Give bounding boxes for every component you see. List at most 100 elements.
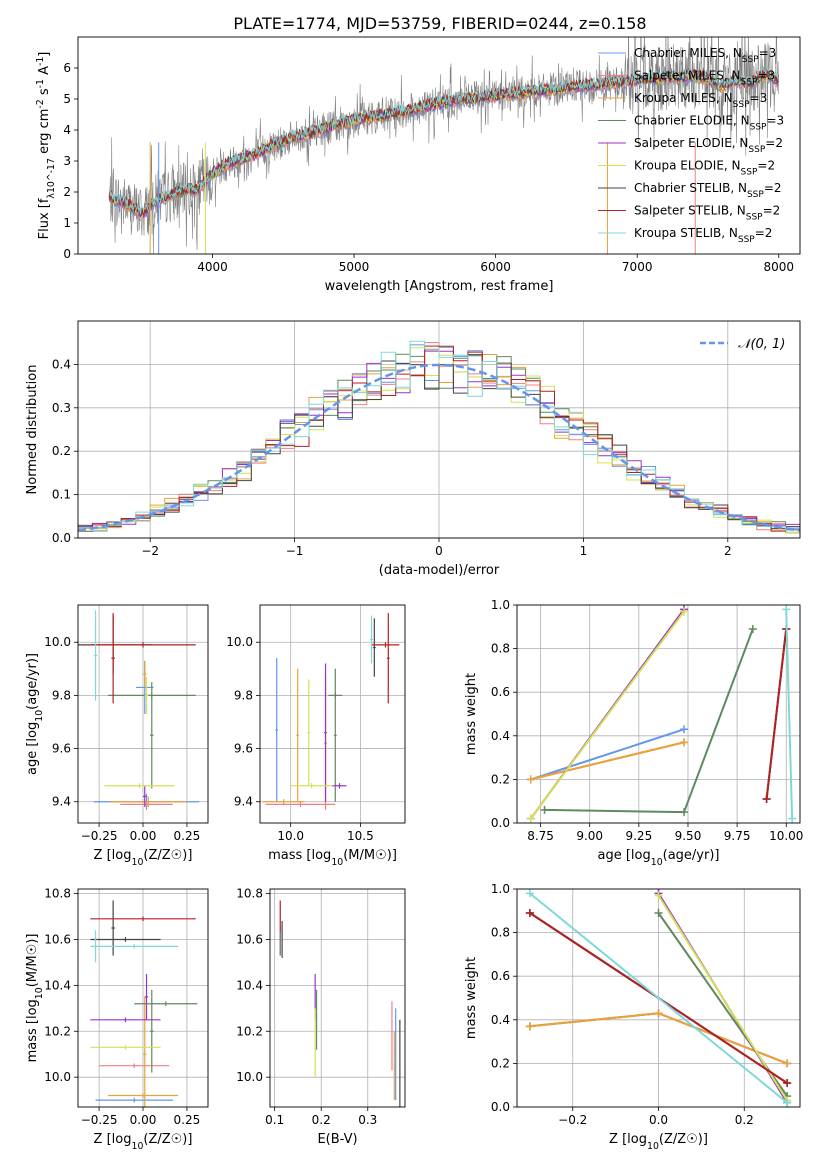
y-tick-label: 10.2 [236,1024,263,1038]
y-tick-label: 1 [63,216,71,230]
y-tick-label: 1.0 [491,598,510,612]
legend-entry: Salpeter MILES, NSSP=3 [634,69,775,88]
y-tick-label: 0.4 [52,357,71,371]
y-tick-label: 0.1 [52,488,71,502]
y-tick-label: 0.6 [491,969,510,983]
weight-line [530,728,685,781]
x-axis-label: wavelength [Angstrom, rest frame] [325,279,554,294]
y-tick-label: 5 [63,92,71,106]
legend-subscript: SSP [748,145,765,155]
x-tick-label: 6000 [480,260,511,274]
legend-count: =2 [763,204,781,218]
y-tick-label: 0.0 [491,816,510,830]
x-tick-label: 8.75 [527,829,554,843]
weight-line [765,628,788,800]
weight-line [530,741,685,781]
axes-mass-vs-ebv: 0.1 0.2 0.3 10.0 10.2 10.4 10.6 10.8 E(B-V) [236,887,406,1147]
y-tick-label: 10.2 [44,1024,71,1038]
y-tick-label: 10.6 [236,932,263,946]
y-tick-label: 1.0 [491,882,510,896]
axes-spectrum: 4000 5000 6000 7000 8000 0 1 2 3 4 5 6 wavelength [A… [35,36,801,294]
legend-entry: Chabrier STELIB, NSSP=2 [634,181,782,200]
x-axis-label: Z [log10(Z/Z☉)] [609,1132,708,1152]
y-tick-label: 2 [63,185,71,199]
legend-label: Chabrier MILES, N [634,46,742,60]
legend-label: Kroupa STELIB, N [634,226,738,240]
y-tick-label: 10.8 [236,887,263,901]
x-tick-label: 5000 [339,260,370,274]
y-axis-label: mass weight [464,957,479,1039]
spectrum-data-line [108,37,779,254]
y-axis-label: age [log10(age/yr)] [25,653,45,775]
x-tick-label: −0.25 [81,829,118,843]
histogram-series [78,354,800,532]
legend-label: Kroupa ELODIE, N [634,159,741,173]
y-tick-label: 6 [63,61,71,75]
axes-age-vs-mass: 10.0 10.5 9.4 9.6 9.8 10.0 mass [log10(M/M☉)] [226,604,406,868]
axes-frame [77,36,801,255]
x-axis-label: (data-model)/error [379,563,500,578]
histogram-series [78,345,800,532]
x-axis-label: mass [log10(M/M☉)] [268,848,397,868]
plot-area [90,900,198,1107]
legend-label: 𝒩(0, 1) [738,337,785,352]
figure-title: PLATE=1774, MJD=53759, FIBERID=0244, z=0… [233,14,646,33]
x-tick-label: 9.75 [724,829,751,843]
legend-label: Kroupa MILES, N [634,91,733,105]
legend-subscript: SSP [733,100,750,110]
x-tick-label: 9.50 [675,829,702,843]
x-tick-label: 8000 [763,260,794,274]
y-tick-label: 0.0 [52,531,71,545]
x-tick-label: 0.2 [312,1113,331,1127]
x-axis-label: E(B-V) [317,1132,357,1147]
plot-area [78,610,200,810]
x-tick-label: 0.25 [174,1113,201,1127]
y-tick-label: 10.8 [44,887,71,901]
y-tick-label: 4 [63,123,71,137]
axes-residual-histogram: −2 −1 0 1 2 0.0 0.1 0.2 0.3 0.4 (data-model)/error… [25,320,801,578]
y-tick-label: 0 [63,247,71,261]
weight-line [785,609,794,819]
legend-count: =2 [764,181,782,195]
y-tick-label: 10.0 [236,1070,263,1084]
axes-frame [259,604,406,824]
x-tick-label: 0.3 [358,1113,377,1127]
y-tick-label: 9.4 [234,795,253,809]
y-tick-label: 9.4 [52,795,71,809]
y-tick-label: 10.6 [44,932,71,946]
x-tick-label: −0.2 [558,1113,587,1127]
y-tick-label: 9.8 [52,688,71,702]
plot-area [526,605,797,823]
legend-subscript: SSP [750,123,767,133]
legend-label: Salpeter ELODIE, N [634,136,748,150]
legend-count: =2 [755,226,773,240]
legend-entry: Salpeter ELODIE, NSSP=2 [634,136,783,155]
y-tick-label: 9.6 [234,742,253,756]
model-line [108,66,779,215]
legend-subscript: SSP [742,55,759,65]
y-tick-label: 0.8 [491,642,510,656]
y-tick-label: 10.0 [226,635,253,649]
x-tick-label: 0.25 [174,829,201,843]
legend-count: =2 [765,136,783,150]
y-axis-label: mass weight [464,673,479,755]
x-tick-label: 0 [435,544,443,558]
legend-label: Salpeter MILES, N [634,69,741,83]
y-tick-label: 0.6 [491,685,510,699]
y-tick-label: 0.0 [491,1100,510,1114]
legend-count: =3 [750,91,768,105]
y-tick-label: 0.4 [491,729,510,743]
x-tick-label: 0.0 [649,1113,668,1127]
plot-area [78,340,800,534]
y-tick-label: 3 [63,154,71,168]
legend-label: Chabrier STELIB, N [634,181,747,195]
legend-count: =3 [766,114,784,128]
y-axis-label: Flux [fλ10^-17 erg cm-2 s-1 A-1] [35,52,57,240]
x-tick-label: 4000 [197,260,228,274]
x-tick-label: 10.00 [769,829,803,843]
legend-entry: Chabrier MILES, NSSP=3 [634,46,776,65]
plot-area [262,612,400,810]
axes-mass-vs-Z: −0.25 0.00 0.25 10.0 10.2 10.4 10.6 10.8 Z [log1… [25,887,209,1152]
